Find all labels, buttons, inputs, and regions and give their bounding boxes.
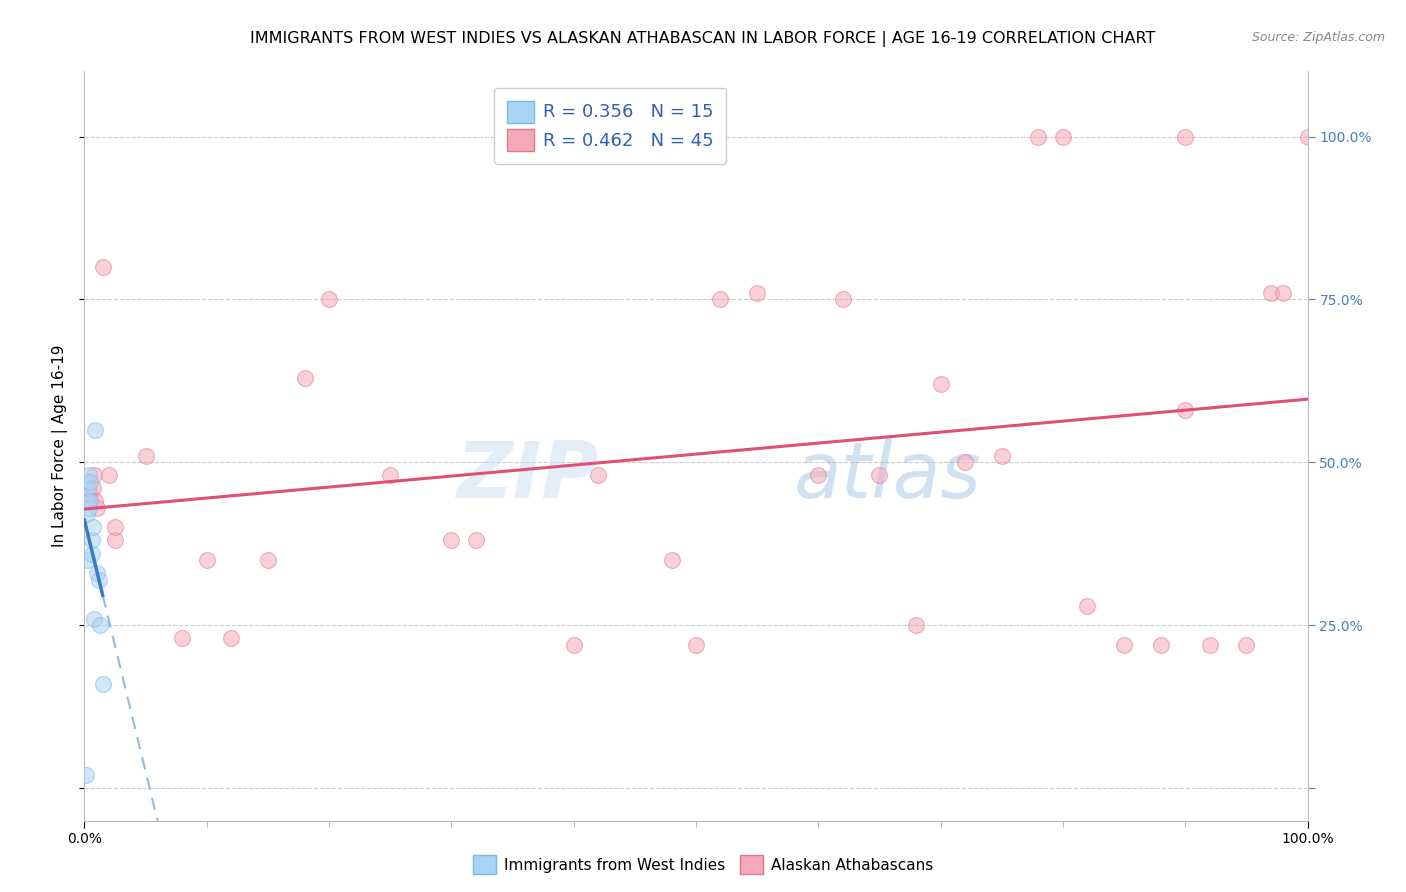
Point bbox=[869, 468, 891, 483]
Point bbox=[1028, 129, 1050, 144]
Point bbox=[135, 449, 157, 463]
Point bbox=[87, 573, 110, 587]
Point bbox=[79, 488, 101, 502]
Point bbox=[991, 449, 1014, 463]
Point bbox=[76, 508, 98, 522]
Point bbox=[1236, 638, 1258, 652]
Point bbox=[747, 285, 769, 300]
Point bbox=[84, 494, 107, 508]
Point bbox=[79, 475, 101, 489]
Point bbox=[1052, 129, 1074, 144]
Point bbox=[1150, 638, 1173, 652]
Point bbox=[77, 481, 100, 495]
Point bbox=[929, 377, 952, 392]
Point bbox=[104, 533, 127, 548]
Point bbox=[82, 520, 104, 534]
Text: atlas: atlas bbox=[794, 438, 981, 514]
Point bbox=[685, 638, 707, 652]
Text: Source: ZipAtlas.com: Source: ZipAtlas.com bbox=[1251, 31, 1385, 45]
Point bbox=[80, 533, 103, 548]
Point bbox=[294, 370, 316, 384]
Text: IMMIGRANTS FROM WEST INDIES VS ALASKAN ATHABASCAN IN LABOR FORCE | AGE 16-19 COR: IMMIGRANTS FROM WEST INDIES VS ALASKAN A… bbox=[250, 31, 1156, 47]
Point bbox=[709, 293, 731, 307]
Point bbox=[79, 494, 101, 508]
Point bbox=[77, 500, 100, 515]
Text: ZIP: ZIP bbox=[456, 438, 598, 514]
Point bbox=[807, 468, 830, 483]
Point bbox=[77, 494, 100, 508]
Point bbox=[1174, 129, 1197, 144]
Y-axis label: In Labor Force | Age 16-19: In Labor Force | Age 16-19 bbox=[52, 344, 69, 548]
Point bbox=[1076, 599, 1098, 613]
Point bbox=[1198, 638, 1220, 652]
Point bbox=[562, 638, 585, 652]
Point bbox=[97, 468, 120, 483]
Point bbox=[831, 293, 853, 307]
Point bbox=[953, 455, 976, 469]
Point bbox=[91, 260, 114, 274]
Point bbox=[86, 566, 108, 580]
Point bbox=[83, 468, 105, 483]
Point bbox=[257, 553, 280, 567]
Point bbox=[76, 553, 98, 567]
Point bbox=[86, 500, 108, 515]
Point bbox=[1272, 285, 1295, 300]
Point bbox=[440, 533, 463, 548]
Point bbox=[1174, 403, 1197, 417]
Point bbox=[1114, 638, 1136, 652]
Point bbox=[661, 553, 683, 567]
Point bbox=[82, 481, 104, 495]
Point bbox=[172, 631, 194, 645]
Point bbox=[1296, 129, 1319, 144]
Point bbox=[84, 423, 107, 437]
Point bbox=[219, 631, 242, 645]
Point bbox=[77, 494, 100, 508]
Point bbox=[380, 468, 402, 483]
Point bbox=[464, 533, 486, 548]
Point bbox=[83, 612, 105, 626]
Point bbox=[80, 547, 103, 561]
Legend: Immigrants from West Indies, Alaskan Athabascans: Immigrants from West Indies, Alaskan Ath… bbox=[467, 849, 939, 880]
Point bbox=[75, 768, 97, 782]
Point bbox=[586, 468, 609, 483]
Point bbox=[89, 618, 111, 632]
Point bbox=[1260, 285, 1282, 300]
Point bbox=[318, 293, 340, 307]
Legend: R = 0.356   N = 15, R = 0.462   N = 45: R = 0.356 N = 15, R = 0.462 N = 45 bbox=[495, 88, 727, 163]
Point bbox=[91, 677, 114, 691]
Point bbox=[77, 468, 100, 483]
Point bbox=[905, 618, 928, 632]
Point bbox=[195, 553, 218, 567]
Point bbox=[104, 520, 127, 534]
